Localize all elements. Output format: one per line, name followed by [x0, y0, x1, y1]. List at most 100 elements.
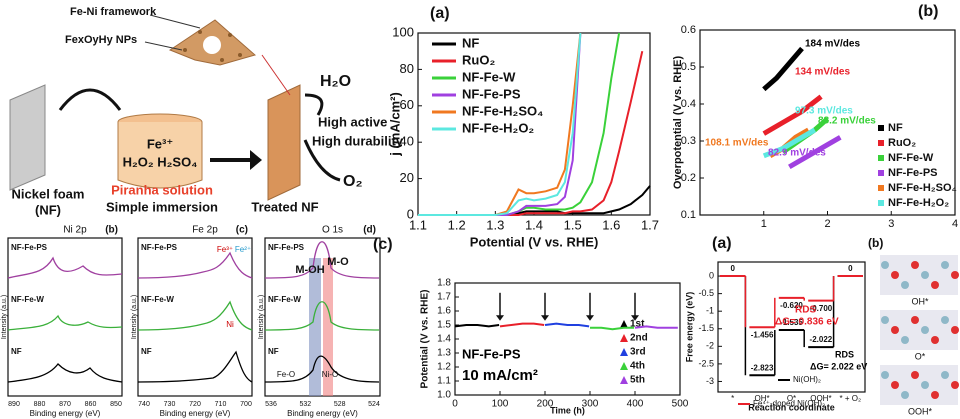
trace-label: NF-Fe-PS	[141, 243, 178, 252]
x-tick-label: 2	[824, 218, 830, 230]
value-label: 0	[730, 264, 735, 273]
legend-label: NF	[462, 35, 479, 50]
y-tick-label: 0	[407, 206, 414, 221]
value-label: -1.535	[780, 318, 803, 327]
legend-label: 2nd	[630, 333, 648, 344]
zoom-line	[261, 54, 291, 96]
panel-label: (c)	[373, 236, 393, 253]
peak-tag: Fe-O	[277, 370, 295, 379]
y-tick-label: 0.2	[681, 172, 696, 184]
x-tick-label: 532	[299, 401, 311, 408]
annotation: RDS	[795, 305, 816, 316]
annotation: 10 mA/cm²	[462, 367, 538, 384]
panel-title: Fe 2p	[192, 225, 218, 236]
x-tick-label: 740	[138, 401, 150, 408]
annotation: 108.1 mV/des	[705, 138, 769, 149]
trace-tag-bg	[139, 296, 181, 305]
treated-foam	[267, 84, 301, 201]
atom	[891, 326, 899, 334]
x-tick-label: 524	[368, 401, 380, 408]
legend-swatch	[620, 348, 628, 356]
y-tick-label: 40	[400, 134, 414, 149]
label: Treated NF	[251, 199, 318, 214]
legend-label: 5th	[630, 375, 645, 386]
x-tick-label: 3	[888, 218, 894, 230]
legend-label: Ni(OH)₂	[793, 375, 821, 384]
trace-tag-bg	[9, 296, 51, 305]
x-tick-label: O*	[787, 394, 796, 403]
x-tick-label: OH*	[755, 394, 770, 403]
y-tick-label: 0	[709, 270, 714, 280]
legend-label: NF-Fe-H₂O₂	[462, 120, 534, 135]
y-tick-label: 1.4	[437, 334, 451, 345]
legend-swatch	[878, 155, 884, 161]
trace-label: NF-Fe-W	[11, 295, 44, 304]
y-tick-label: 1.3	[437, 348, 451, 359]
trace-label: NF-Fe-W	[141, 295, 174, 304]
y-axis-label: Intensity (a.u.)	[258, 295, 265, 339]
x-tick-label: 880	[34, 401, 46, 408]
atom	[881, 261, 889, 269]
x-tick-label: * + O₂	[840, 394, 862, 403]
schematic: Fe-Ni framework FexOyHy NPs H₂O High act…	[9, 6, 404, 217]
y-tick-label: 80	[400, 61, 414, 76]
trace	[264, 355, 380, 383]
x-tick-label: 860	[85, 401, 97, 408]
legend-swatch	[620, 320, 628, 328]
band	[323, 258, 333, 396]
annotation: NF-Fe-PS	[462, 346, 521, 361]
trace	[264, 301, 380, 331]
trace	[137, 350, 253, 383]
y-axis-label: Intensity (a.u.)	[131, 295, 138, 339]
value-label: -2.022	[810, 335, 833, 344]
atom	[911, 316, 919, 324]
atom	[941, 316, 949, 324]
trace-tag-bg	[139, 348, 181, 357]
x-tick-label: 890	[8, 401, 20, 408]
y-tick-label: 1.0	[437, 390, 451, 401]
x-tick-label: *	[731, 394, 734, 403]
x-tick-label: 720	[189, 401, 201, 408]
label: Fe-Ni framework	[70, 6, 157, 18]
site-label: O*	[915, 351, 926, 361]
x-tick-label: 1.3	[486, 217, 504, 232]
peak-tag: M-O	[327, 256, 349, 268]
x-tick-label: 1.6	[602, 217, 620, 232]
y-tick-label: 1.8	[437, 278, 451, 289]
atom	[891, 271, 899, 279]
label: Fe³⁺	[147, 136, 173, 151]
trace-tag-bg	[266, 244, 308, 253]
y-tick-label: 1.1	[437, 376, 451, 387]
plot-frame	[717, 261, 866, 393]
y-tick-label: -1.5	[698, 323, 714, 333]
legend-label: 1st	[630, 319, 645, 330]
panel-title: Ni 2p	[63, 225, 87, 236]
annotation: 97.3 mV/des	[795, 106, 853, 117]
x-tick-label: 4	[952, 218, 958, 230]
legend-label: RuO₂	[888, 137, 916, 149]
atom	[931, 391, 939, 399]
y-tick-label: 1.2	[437, 362, 451, 373]
beaker	[117, 122, 203, 189]
x-axis-label: Time (h)	[550, 405, 585, 415]
atom	[951, 326, 959, 334]
y-axis-label: j (mA/cm²)	[387, 92, 402, 157]
y-tick-label: 0.3	[681, 135, 696, 147]
x-axis-label: Binding energy (eV)	[160, 409, 231, 418]
x-tick-label: 850	[110, 401, 122, 408]
pointer	[144, 41, 183, 51]
legend-label: NF	[888, 122, 903, 134]
legend-swatch	[878, 185, 884, 191]
arrow	[304, 93, 324, 116]
series-line	[454, 324, 500, 328]
x-tick-label: 730	[164, 401, 176, 408]
legend-label: 4th	[630, 361, 645, 372]
peak-tag: Ni-O	[322, 370, 338, 379]
legend-label: NF-Fe-H₂SO₄	[462, 103, 543, 118]
arrowhead	[541, 315, 549, 321]
atom	[951, 271, 959, 279]
x-tick-label: 1	[761, 218, 767, 230]
trace	[137, 300, 253, 331]
y-tick-label: 1.7	[437, 292, 451, 303]
